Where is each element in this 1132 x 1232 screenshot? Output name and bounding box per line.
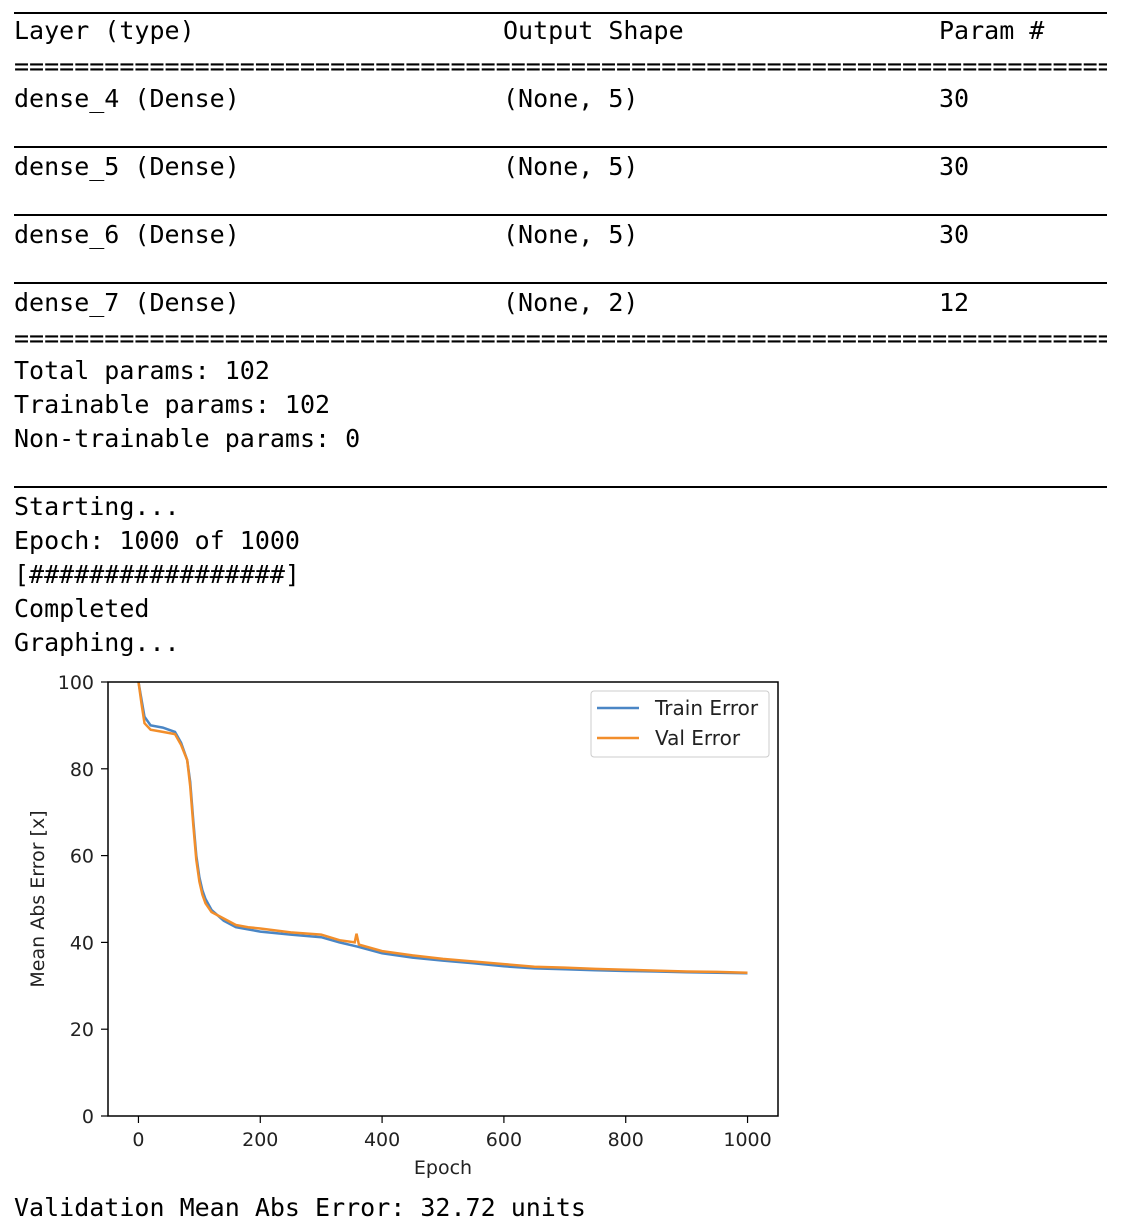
header-double-rule: ========================================… xyxy=(14,52,1107,81)
row-params: 30 xyxy=(939,220,970,249)
plot-frame xyxy=(107,681,779,1117)
x-axis-label: Epoch xyxy=(414,1157,472,1179)
footer-double-rule: ========================================… xyxy=(14,324,1107,353)
log-progress: [#################] xyxy=(14,560,300,589)
log-epoch: Epoch: 1000 of 1000 xyxy=(14,526,300,555)
trainable-params: Trainable params: 102 xyxy=(14,390,331,419)
series-line-val xyxy=(137,682,748,975)
row-output-shape: (None, 5) xyxy=(503,220,639,249)
row-rule xyxy=(14,214,1107,216)
row-rule xyxy=(14,282,1107,284)
legend-label-val: Val Error xyxy=(655,726,741,750)
row-params: 12 xyxy=(939,288,970,317)
legend: Train Error Val Error xyxy=(590,690,770,758)
legend-label-train: Train Error xyxy=(654,696,759,720)
log-starting: Starting... xyxy=(14,492,180,521)
non-trainable-params: Non-trainable params: 0 xyxy=(14,424,361,453)
x-tick-label: 400 xyxy=(364,1129,400,1151)
summary-bottom-rule xyxy=(14,486,1107,488)
log-completed: Completed xyxy=(14,594,150,623)
row-layer: dense_5 (Dense) xyxy=(14,152,240,181)
y-tick-label: 60 xyxy=(70,846,94,868)
x-tick-label: 1000 xyxy=(723,1129,771,1151)
y-tick-label: 100 xyxy=(58,672,94,694)
row-params: 30 xyxy=(939,84,970,113)
header-params: Param # xyxy=(939,16,1045,45)
y-tick-label: 40 xyxy=(70,932,94,954)
summary-top-rule xyxy=(14,12,1107,14)
row-layer: dense_7 (Dense) xyxy=(14,288,240,317)
total-params: Total params: 102 xyxy=(14,356,270,385)
row-rule xyxy=(14,146,1107,148)
row-output-shape: (None, 2) xyxy=(503,288,639,317)
y-tick-label: 80 xyxy=(70,759,94,781)
x-tick-label: 600 xyxy=(486,1129,522,1151)
y-tick-label: 0 xyxy=(82,1106,94,1128)
y-axis-label: Mean Abs Error [x] xyxy=(27,810,49,987)
error-chart: 0 200 400 600 800 1000 0 20 40 60 80 100 Epoch Mean… xyxy=(27,672,779,1179)
row-layer: dense_4 (Dense) xyxy=(14,84,240,113)
x-tick-label: 200 xyxy=(242,1129,278,1151)
x-tick-label: 800 xyxy=(608,1129,644,1151)
row-params: 30 xyxy=(939,152,970,181)
validation-result: Validation Mean Abs Error: 32.72 units xyxy=(14,1193,586,1222)
x-tick-label: 0 xyxy=(132,1129,144,1151)
y-tick-label: 20 xyxy=(70,1019,94,1041)
row-layer: dense_6 (Dense) xyxy=(14,220,240,249)
header-layer: Layer (type) xyxy=(14,16,195,45)
header-output-shape: Output Shape xyxy=(503,16,684,45)
row-output-shape: (None, 5) xyxy=(503,84,639,113)
log-graphing: Graphing... xyxy=(14,628,180,657)
row-output-shape: (None, 5) xyxy=(503,152,639,181)
